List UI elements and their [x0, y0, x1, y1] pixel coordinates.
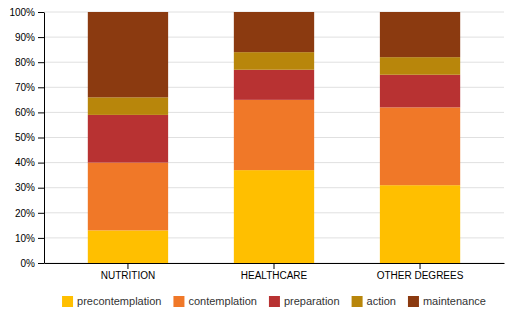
y-tick-mark [38, 112, 44, 113]
legend-item: contemplation [173, 295, 257, 307]
x-tick-label: HEALTHCARE [241, 270, 308, 281]
x-tick-label: NUTRITION [101, 270, 155, 281]
y-tick-mark [38, 12, 44, 13]
legend-label: maintenance [423, 295, 486, 307]
bar-segment [88, 163, 168, 231]
bar-segment [380, 57, 460, 75]
y-tick-mark [38, 263, 44, 264]
x-tick: OTHER DEGREES [377, 263, 464, 281]
legend-swatch [352, 296, 363, 307]
y-tick: 80% [15, 57, 44, 68]
bar-segment [88, 230, 168, 263]
bar-segment [88, 12, 168, 97]
y-tick: 30% [15, 182, 44, 193]
legend-swatch [173, 296, 184, 307]
plot: 0% 10% 20% 30% 40% 50% 60% 70% 80% 90% 100% NUTRITI… [9, 7, 504, 281]
y-tick-label: 60% [15, 107, 35, 118]
y-tick-mark [38, 62, 44, 63]
y-tick-mark [38, 138, 44, 139]
bar-segment [380, 107, 460, 185]
legend-label: action [367, 295, 396, 307]
y-tick: 60% [15, 107, 44, 118]
y-tick-mark [38, 238, 44, 239]
grid [44, 12, 504, 263]
legend-label: contemplation [188, 295, 257, 307]
x-tick-mark [274, 263, 275, 269]
bar-segment [380, 12, 460, 57]
y-tick-mark [38, 87, 44, 88]
x-tick-mark [127, 263, 128, 269]
y-tick-label: 0% [21, 258, 36, 269]
y-tick-label: 40% [15, 157, 35, 168]
y-tick-label: 50% [15, 132, 35, 143]
y-tick-mark [38, 163, 44, 164]
y-tick: 10% [15, 233, 44, 244]
bar-segment [88, 115, 168, 163]
chart: 0% 10% 20% 30% 40% 50% 60% 70% 80% 90% 100% NUTRITI… [0, 0, 520, 319]
x-tick: HEALTHCARE [241, 263, 308, 281]
y-tick-mark [38, 37, 44, 38]
y-tick: 50% [15, 132, 44, 143]
y-tick-label: 10% [15, 233, 35, 244]
bar-segment [380, 185, 460, 263]
bar-series [88, 12, 460, 97]
y-axis-line [44, 13, 45, 264]
x-tick-mark [420, 263, 421, 269]
bar-segment [234, 52, 314, 70]
legend-swatch [62, 296, 73, 307]
legend-label: precontemplation [77, 295, 161, 307]
legend-item: maintenance [408, 295, 486, 307]
y-tick-label: 90% [15, 32, 35, 43]
y-tick: 40% [15, 157, 44, 168]
y-tick: 90% [15, 32, 44, 43]
legend-label: preparation [284, 295, 340, 307]
y-tick: 100% [9, 7, 44, 18]
bars [88, 12, 460, 263]
x-tick-label: OTHER DEGREES [377, 270, 464, 281]
bar-segment [380, 75, 460, 108]
legend: precontemplation contemplation preparation… [62, 295, 486, 307]
legend-item: action [352, 295, 396, 307]
y-tick-label: 70% [15, 82, 35, 93]
y-tick-label: 30% [15, 182, 35, 193]
bar-series [88, 100, 460, 231]
legend-swatch [408, 296, 419, 307]
y-tick-label: 20% [15, 208, 35, 219]
legend-item: preparation [269, 295, 340, 307]
bar-segment [234, 12, 314, 52]
legend-swatch [269, 296, 280, 307]
bar-segment [234, 100, 314, 170]
y-tick-mark [38, 213, 44, 214]
y-axis: 0% 10% 20% 30% 40% 50% 60% 70% 80% 90% 100% [9, 7, 44, 269]
y-tick-label: 80% [15, 57, 35, 68]
y-tick: 0% [21, 258, 44, 269]
bar-segment [234, 170, 314, 263]
y-tick-mark [38, 188, 44, 189]
legend-item: precontemplation [62, 295, 161, 307]
bar-segment [88, 97, 168, 115]
x-tick: NUTRITION [101, 263, 155, 281]
x-axis: NUTRITION HEALTHCARE OTHER DEGREES [45, 263, 505, 281]
y-tick: 70% [15, 82, 44, 93]
bar-segment [234, 70, 314, 100]
y-tick: 20% [15, 208, 44, 219]
y-tick-label: 100% [9, 7, 35, 18]
